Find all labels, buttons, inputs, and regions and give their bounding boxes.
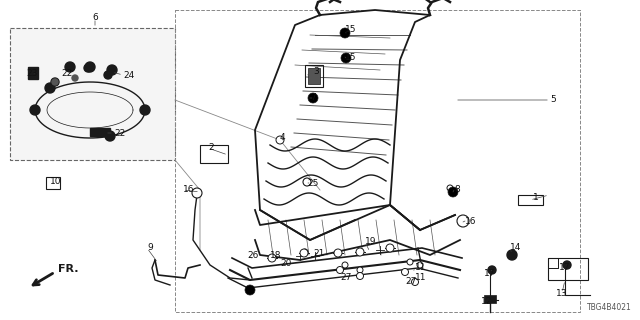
Text: 2: 2 bbox=[208, 143, 214, 153]
Text: 21: 21 bbox=[313, 250, 324, 259]
Circle shape bbox=[334, 249, 342, 257]
Text: 9: 9 bbox=[147, 244, 153, 252]
Text: 13: 13 bbox=[556, 289, 568, 298]
Text: 27: 27 bbox=[405, 277, 417, 286]
Circle shape bbox=[488, 266, 496, 274]
Text: 1: 1 bbox=[533, 193, 539, 202]
Circle shape bbox=[357, 267, 363, 273]
Circle shape bbox=[303, 178, 311, 186]
Circle shape bbox=[447, 185, 453, 191]
Text: 16: 16 bbox=[465, 217, 477, 226]
Bar bbox=[28, 67, 38, 79]
Circle shape bbox=[356, 273, 364, 279]
Text: 14: 14 bbox=[510, 244, 522, 252]
Text: 11: 11 bbox=[415, 273, 426, 282]
Text: 17: 17 bbox=[484, 268, 496, 277]
Circle shape bbox=[84, 64, 92, 72]
Text: 18: 18 bbox=[270, 252, 282, 260]
Text: 11: 11 bbox=[415, 262, 426, 271]
Circle shape bbox=[386, 244, 394, 252]
Circle shape bbox=[337, 267, 344, 274]
Circle shape bbox=[268, 254, 276, 262]
Text: 26: 26 bbox=[247, 252, 259, 260]
Circle shape bbox=[417, 262, 423, 268]
Circle shape bbox=[302, 249, 308, 255]
Circle shape bbox=[45, 83, 55, 93]
Bar bbox=[175, 10, 580, 312]
Circle shape bbox=[300, 249, 308, 257]
Text: 15: 15 bbox=[345, 26, 356, 35]
Text: 17: 17 bbox=[559, 262, 571, 271]
Circle shape bbox=[356, 248, 364, 256]
Circle shape bbox=[342, 262, 348, 268]
Circle shape bbox=[341, 53, 351, 63]
Text: 22: 22 bbox=[114, 129, 125, 138]
Text: 10: 10 bbox=[51, 178, 61, 187]
Circle shape bbox=[105, 131, 115, 141]
Circle shape bbox=[245, 285, 255, 295]
Text: 5: 5 bbox=[550, 95, 556, 105]
Circle shape bbox=[407, 259, 413, 265]
Text: 8: 8 bbox=[454, 186, 460, 195]
Bar bbox=[305, 65, 323, 87]
Circle shape bbox=[65, 62, 75, 72]
Text: 22: 22 bbox=[61, 68, 72, 77]
Bar bbox=[46, 177, 60, 189]
Bar bbox=[10, 28, 175, 160]
Circle shape bbox=[507, 250, 517, 260]
Circle shape bbox=[401, 268, 408, 276]
Text: 16: 16 bbox=[183, 186, 195, 195]
Text: 25: 25 bbox=[307, 179, 318, 188]
Text: 15: 15 bbox=[345, 52, 356, 61]
Circle shape bbox=[140, 105, 150, 115]
Circle shape bbox=[30, 105, 40, 115]
Bar bbox=[484, 295, 496, 303]
Circle shape bbox=[563, 261, 571, 269]
Text: 19: 19 bbox=[365, 237, 376, 246]
Text: 3: 3 bbox=[313, 68, 319, 76]
Circle shape bbox=[457, 215, 469, 227]
Bar bbox=[90, 128, 110, 136]
Text: FR.: FR. bbox=[58, 264, 79, 274]
Text: 6: 6 bbox=[92, 13, 98, 22]
Circle shape bbox=[85, 62, 95, 72]
Circle shape bbox=[51, 78, 59, 86]
Bar bbox=[548, 258, 588, 280]
Text: 27: 27 bbox=[340, 273, 351, 282]
Circle shape bbox=[340, 28, 350, 38]
Circle shape bbox=[52, 79, 58, 85]
Circle shape bbox=[448, 187, 458, 197]
Text: 20: 20 bbox=[280, 260, 291, 268]
Text: 24: 24 bbox=[123, 70, 134, 79]
Circle shape bbox=[412, 278, 419, 285]
Text: 12: 12 bbox=[481, 298, 493, 307]
Text: TBG4B4021: TBG4B4021 bbox=[588, 303, 632, 312]
Circle shape bbox=[107, 65, 117, 75]
Circle shape bbox=[308, 93, 318, 103]
Text: 7: 7 bbox=[310, 93, 316, 102]
Circle shape bbox=[72, 75, 78, 81]
Circle shape bbox=[192, 188, 202, 198]
Bar bbox=[308, 68, 320, 84]
Circle shape bbox=[276, 136, 284, 144]
Bar bbox=[518, 195, 543, 205]
Text: 4: 4 bbox=[280, 132, 285, 141]
Bar bbox=[200, 145, 228, 163]
Circle shape bbox=[104, 71, 112, 79]
Text: 23: 23 bbox=[26, 68, 38, 77]
